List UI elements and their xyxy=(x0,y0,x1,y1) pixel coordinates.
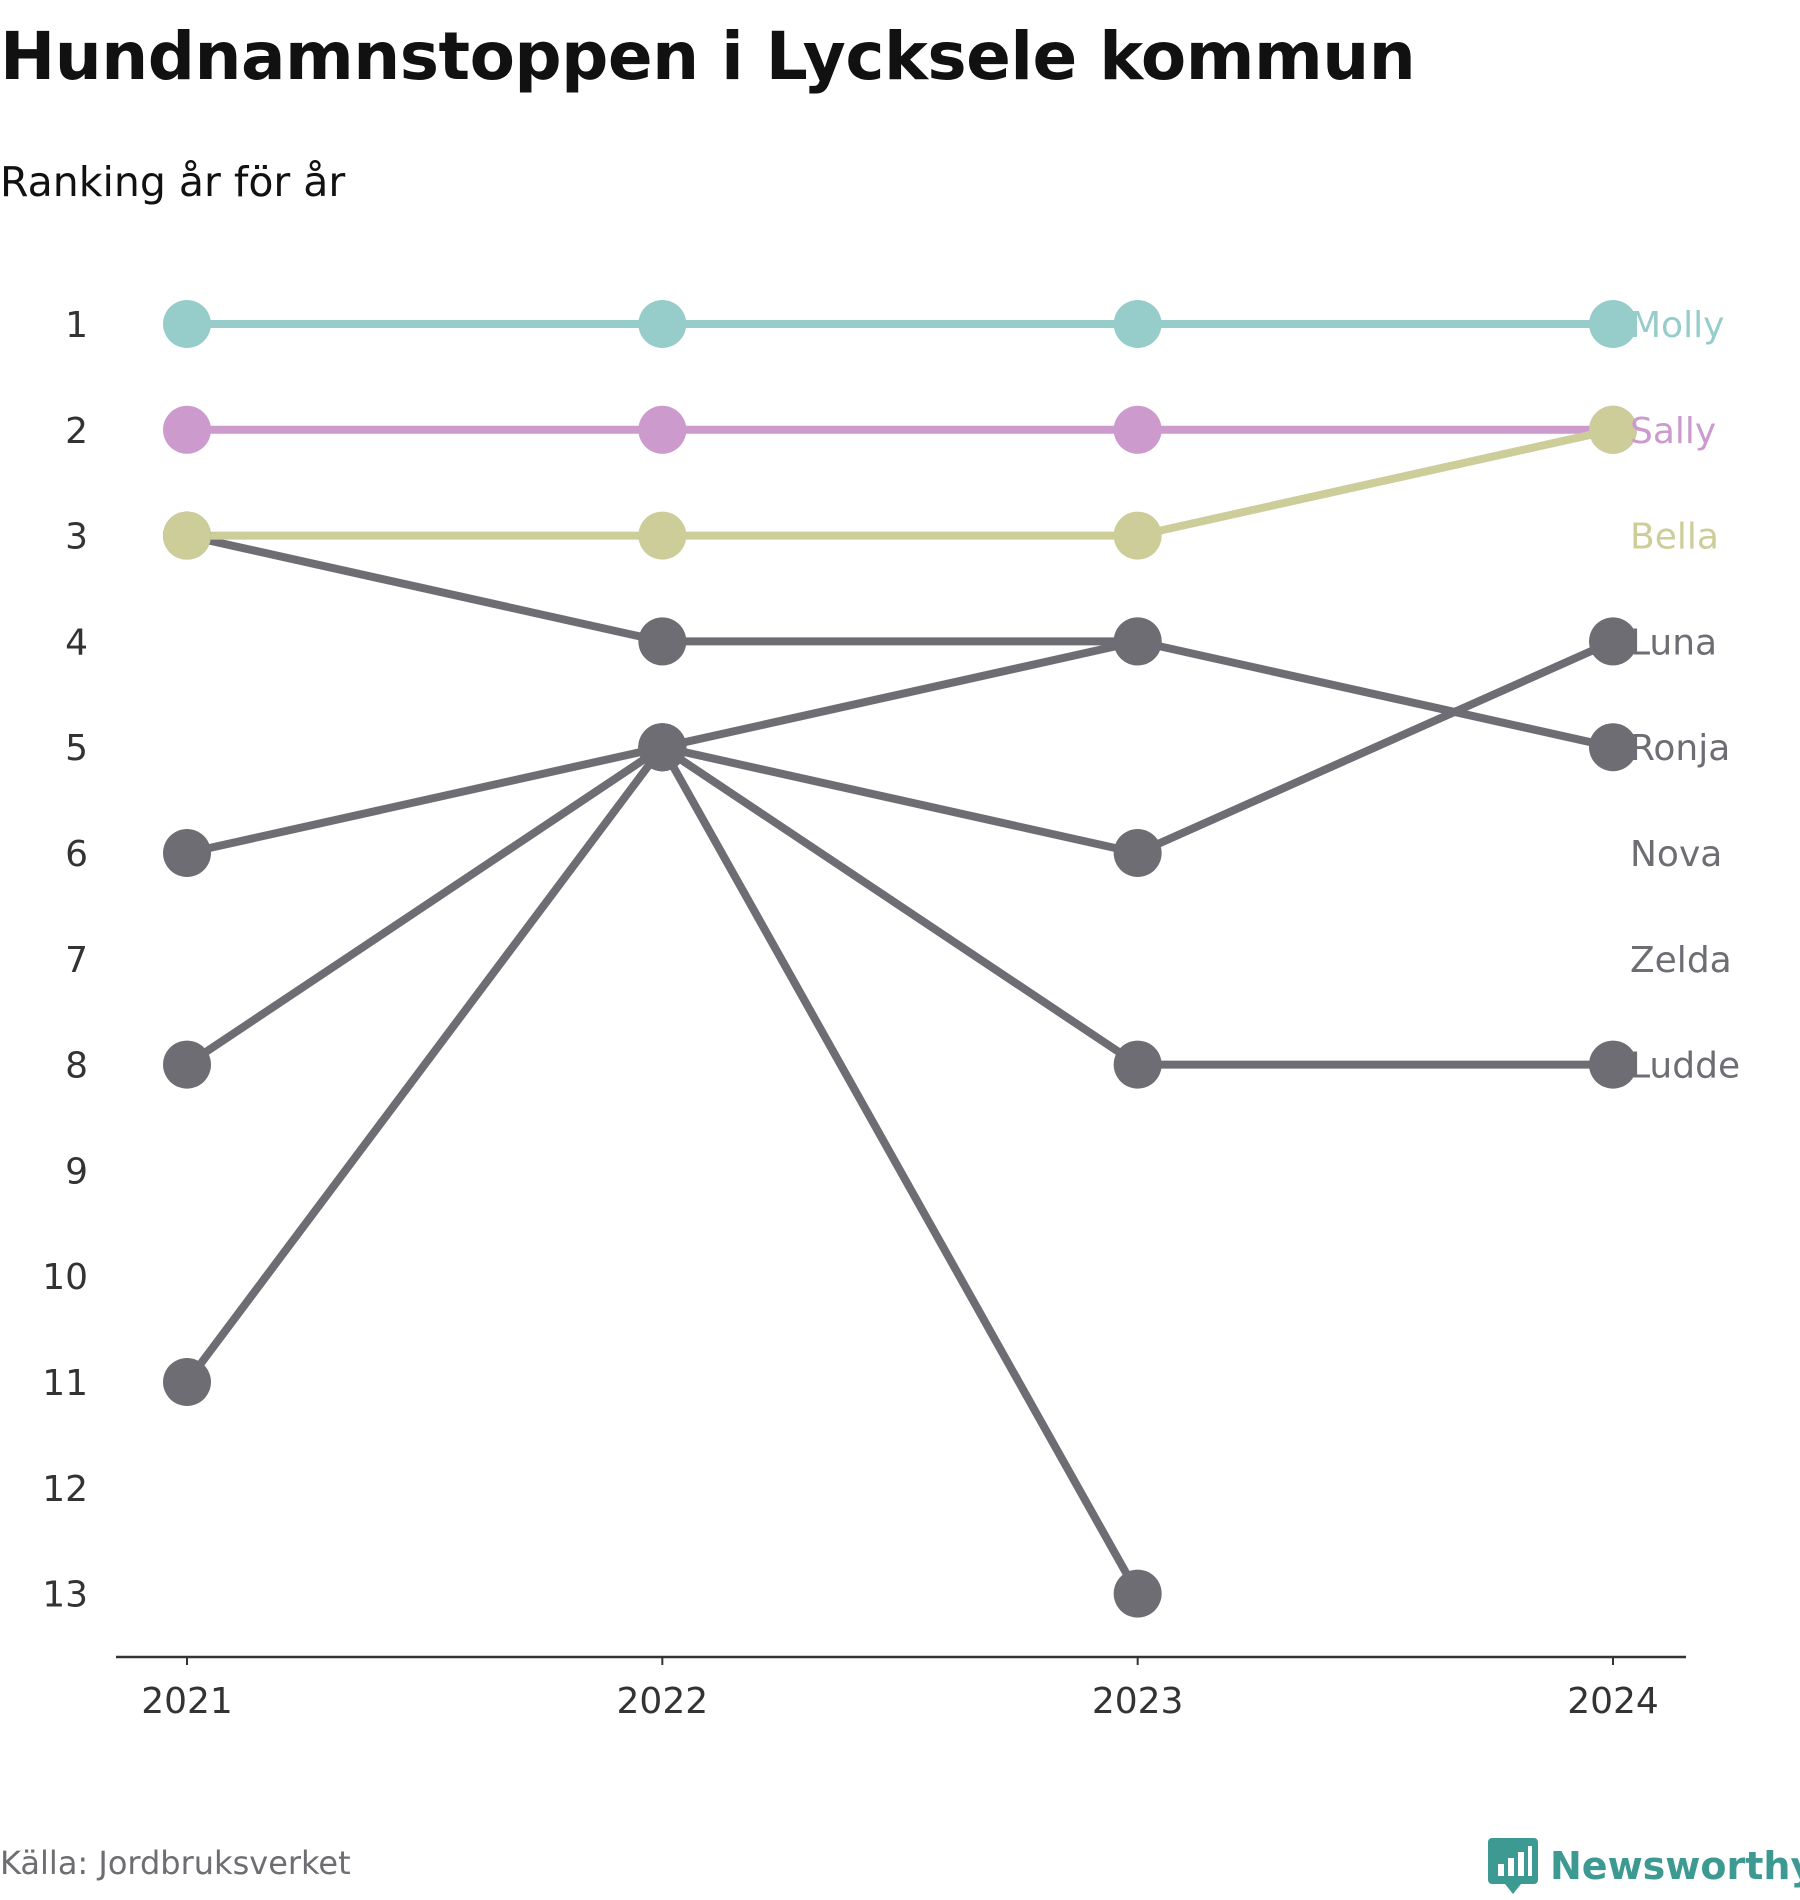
point-ronja-2024 xyxy=(1589,723,1637,772)
point-luna-2023 xyxy=(1113,829,1162,877)
series-label-nova: Nova xyxy=(1630,834,1722,875)
x-tick-label: 2023 xyxy=(1092,1681,1184,1722)
point-luna-2024 xyxy=(1589,617,1637,666)
y-tick-label: 3 xyxy=(65,517,88,558)
y-tick-label: 7 xyxy=(65,940,88,981)
newsworthy-icon xyxy=(1488,1838,1538,1894)
series-label-molly: Molly xyxy=(1630,305,1724,346)
series-line-zelda xyxy=(658,637,1142,752)
point-zelda-2021 xyxy=(163,1040,211,1089)
series-label-ronja: Ronja xyxy=(1630,728,1730,769)
point-nova-2021 xyxy=(163,1358,211,1406)
series-label-ludde: Ludde xyxy=(1630,1046,1740,1087)
x-tick-label: 2022 xyxy=(617,1681,709,1722)
series-line-bella xyxy=(1133,425,1617,540)
series-line-luna xyxy=(658,743,1142,857)
y-tick-label: 10 xyxy=(42,1257,88,1298)
brand-name: Newsworthy xyxy=(1550,1844,1800,1888)
point-sally-2022 xyxy=(638,405,687,454)
series-lines xyxy=(183,320,1617,1598)
series-label-bella: Bella xyxy=(1630,517,1719,558)
point-molly-2021 xyxy=(163,300,211,348)
y-tick-label: 1 xyxy=(65,305,88,346)
point-ronja-2022 xyxy=(638,617,687,666)
y-tick-label: 12 xyxy=(42,1469,88,1510)
point-bella-2023 xyxy=(1113,511,1162,560)
y-tick-label: 2 xyxy=(65,411,88,452)
y-tick-label: 5 xyxy=(65,728,88,769)
y-tick-label: 4 xyxy=(65,622,88,663)
series-line-ronja xyxy=(1133,637,1617,752)
y-tick-label: 8 xyxy=(65,1046,88,1087)
source-note: Källa: Jordbruksverket xyxy=(0,1844,351,1882)
chart-subtitle: Ranking år för år xyxy=(0,158,346,206)
series-line-ronja xyxy=(183,531,667,646)
series-points xyxy=(163,300,1637,1618)
x-tick-label: 2021 xyxy=(141,1681,233,1722)
series-line-nova xyxy=(183,743,667,1386)
point-bella-2021 xyxy=(163,511,211,560)
series-line-luna xyxy=(183,743,667,857)
point-molly-2023 xyxy=(1113,300,1162,348)
x-tick-label: 2024 xyxy=(1567,1681,1659,1722)
y-tick-label: 6 xyxy=(65,834,88,875)
point-zelda-2023 xyxy=(1113,617,1162,666)
series-line-zelda xyxy=(183,743,667,1069)
series-line-nova xyxy=(658,743,1142,1598)
point-ludde-2022 xyxy=(638,723,687,772)
series-line-ludde xyxy=(658,743,1142,1069)
point-luna-2021 xyxy=(163,829,211,877)
point-nova-2023 xyxy=(1113,1569,1162,1618)
point-bella-2024 xyxy=(1589,405,1637,454)
y-tick-label: 11 xyxy=(42,1363,88,1404)
brand-logo: Newsworthy xyxy=(1488,1838,1800,1894)
series-line-luna xyxy=(1133,637,1617,857)
point-sally-2023 xyxy=(1113,405,1162,454)
series-end-labels: Molly Sally Bella Luna Ronja Nova Zelda Ludde xyxy=(1630,305,1740,1087)
point-molly-2022 xyxy=(638,300,687,348)
series-label-luna: Luna xyxy=(1630,622,1717,663)
point-molly-2024 xyxy=(1589,300,1637,348)
point-sally-2021 xyxy=(163,405,211,454)
series-label-zelda: Zelda xyxy=(1630,940,1732,981)
point-ludde-2023 xyxy=(1113,1040,1162,1089)
y-tick-label: 9 xyxy=(65,1151,88,1192)
series-label-sally: Sally xyxy=(1630,411,1716,452)
y-tick-label: 13 xyxy=(42,1575,88,1616)
chart-title: Hundnamnstoppen i Lycksele kommun xyxy=(0,18,1416,95)
point-ludde-2024 xyxy=(1589,1040,1637,1089)
point-bella-2022 xyxy=(638,511,687,560)
